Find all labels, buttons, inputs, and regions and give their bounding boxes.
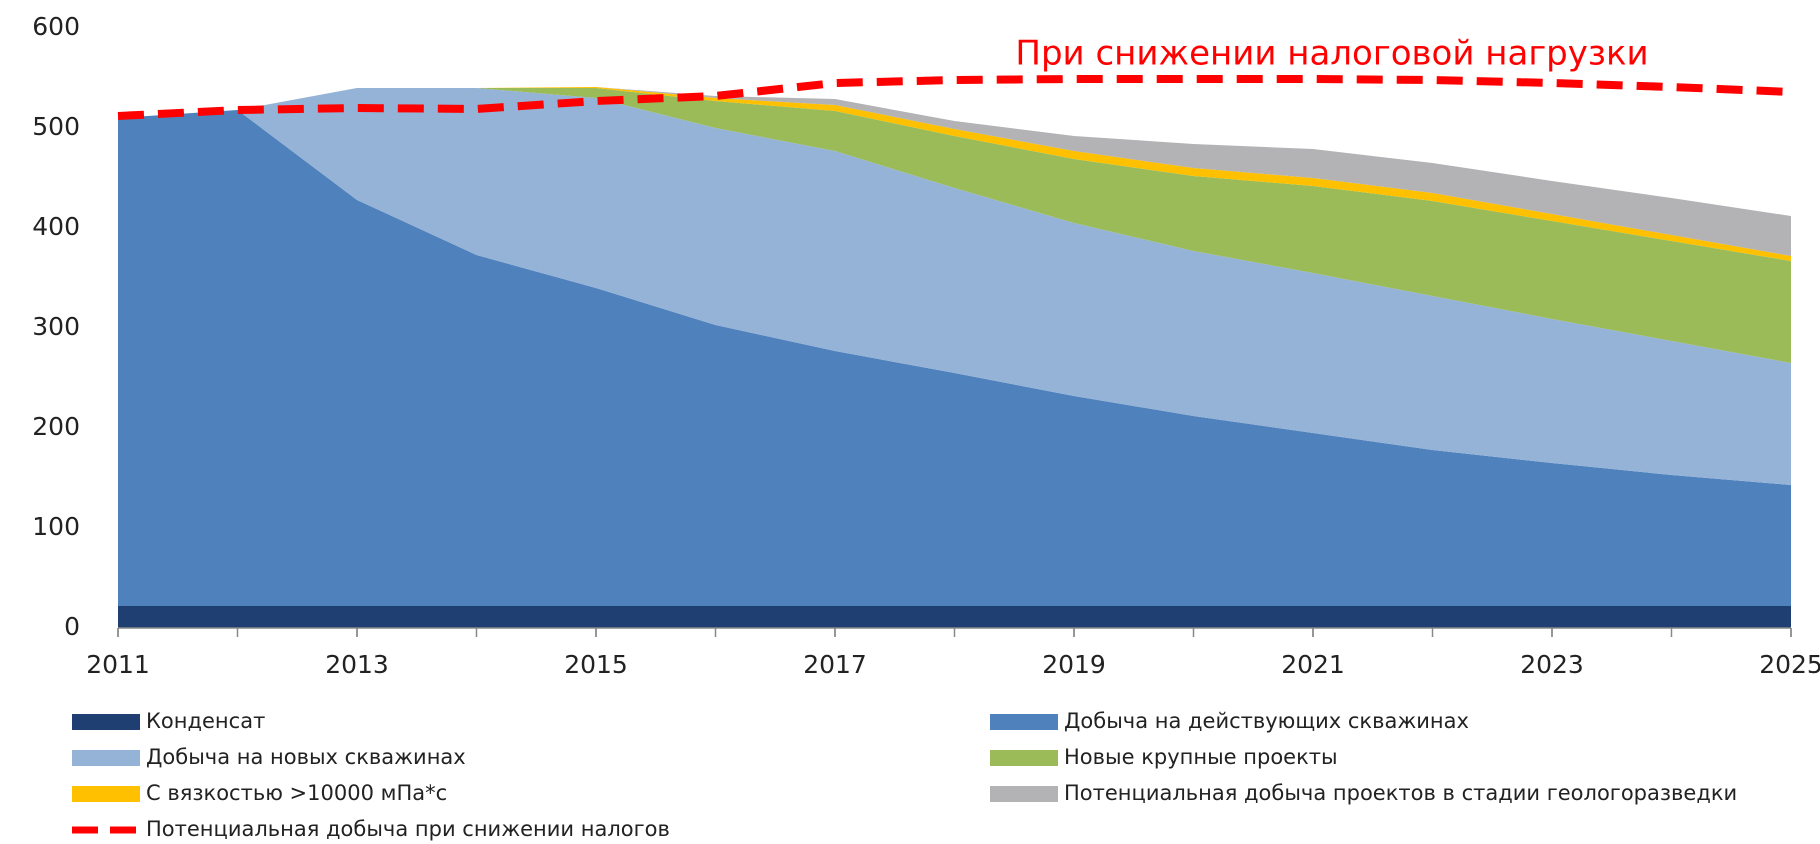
area [118,87,1791,256]
legend-label: Добыча на новых скважинах [146,745,466,769]
x-tick-label: 2019 [1042,650,1106,679]
x-tick-label: 2025 [1759,650,1820,679]
y-tick-label: 400 [32,212,80,241]
legend-label: С вязкостью >10000 мПа*с [146,781,447,805]
legend-swatch [72,750,140,766]
legend-label: Потенциальная добыча при снижении налого… [146,817,670,841]
y-tick-label: 300 [32,312,80,341]
legend-label: Новые крупные проекты [1064,745,1338,769]
y-tick-label: 200 [32,412,80,441]
x-tick-label: 2015 [564,650,628,679]
legend-swatch [990,786,1058,802]
y-tick-label: 100 [32,512,80,541]
x-tick-label: 2013 [325,650,389,679]
legend-swatch [990,714,1058,730]
x-tick-label: 2011 [86,650,150,679]
area [118,606,1791,628]
legend-swatch [72,786,140,802]
legend-label: Добыча на действующих скважинах [1064,709,1469,733]
legend-swatch [990,750,1058,766]
x-tick-label: 2017 [803,650,867,679]
x-tick-label: 2023 [1520,650,1584,679]
legend-label: Конденсат [146,709,265,733]
annotation: При снижении налоговой нагрузки [1015,34,1648,74]
area [118,88,1791,363]
legend-swatch [72,714,140,730]
legend-label: Потенциальная добыча проектов в стадии г… [1064,781,1737,805]
area [118,88,1791,485]
area [118,110,1791,606]
y-tick-label: 600 [32,12,80,41]
y-tick-label: 0 [64,612,80,641]
y-tick-label: 500 [32,112,80,141]
areas [118,87,1791,628]
x-tick-label: 2021 [1281,650,1345,679]
